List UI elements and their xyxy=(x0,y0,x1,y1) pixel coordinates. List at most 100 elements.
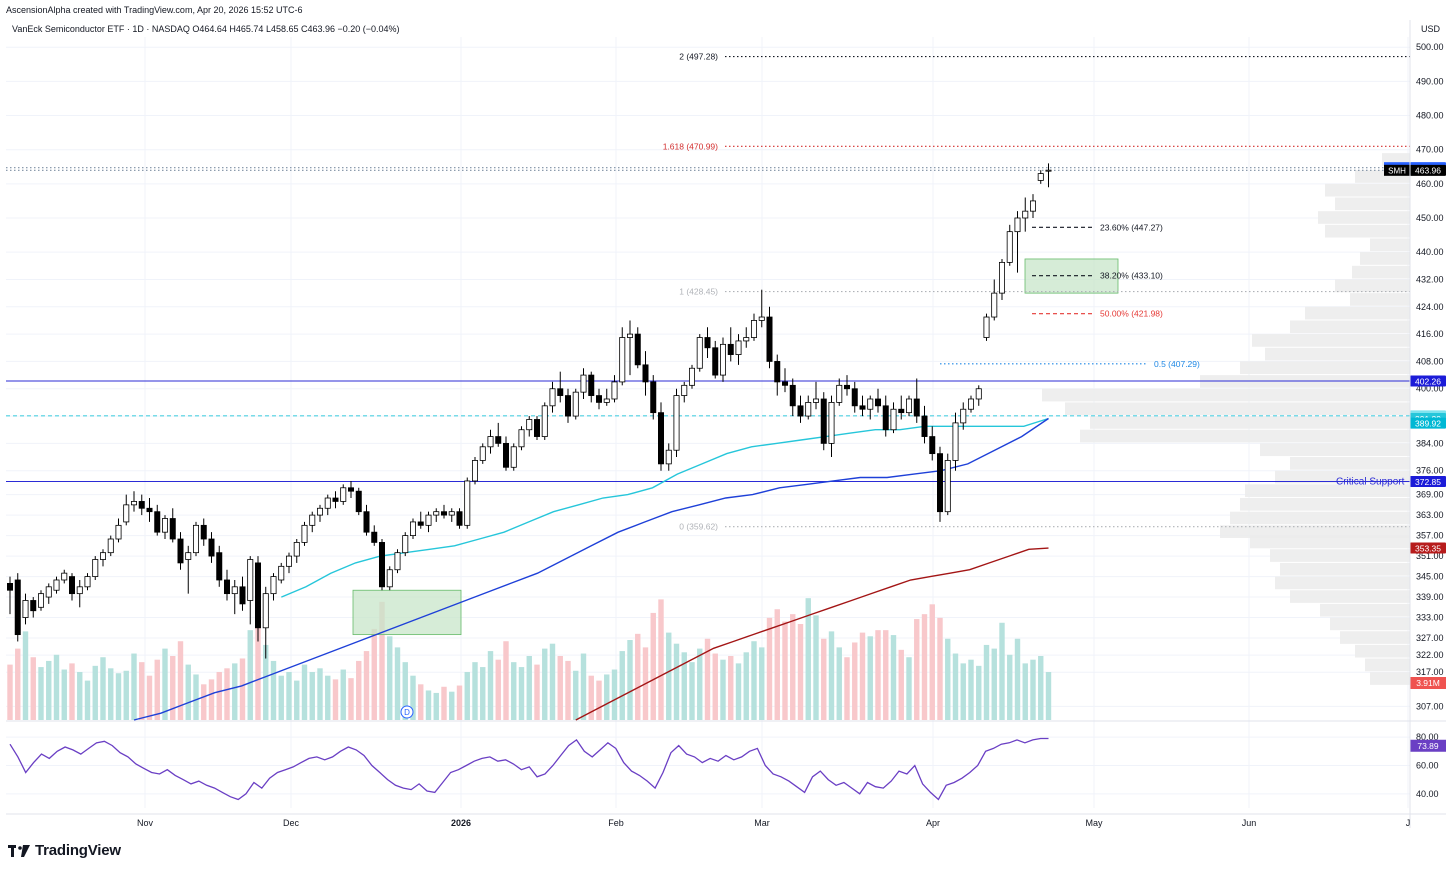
candle[interactable] xyxy=(944,453,951,516)
candle[interactable] xyxy=(704,327,711,359)
candle[interactable] xyxy=(200,518,207,546)
candle[interactable] xyxy=(968,395,975,413)
candle[interactable] xyxy=(611,375,618,403)
candle[interactable] xyxy=(115,518,122,543)
candle[interactable] xyxy=(999,258,1006,300)
candle[interactable] xyxy=(61,569,68,584)
candle[interactable] xyxy=(216,545,223,587)
candle[interactable] xyxy=(921,405,928,444)
candle[interactable] xyxy=(510,443,517,471)
candle[interactable] xyxy=(92,556,99,580)
candle[interactable] xyxy=(859,395,866,417)
price-tag[interactable] xyxy=(1410,475,1446,487)
candle[interactable] xyxy=(479,443,486,464)
candle[interactable] xyxy=(371,525,378,546)
candle[interactable] xyxy=(603,388,610,406)
currency-label[interactable]: USD xyxy=(1420,24,1440,34)
candle[interactable] xyxy=(161,515,168,540)
candle[interactable] xyxy=(689,364,696,389)
volume-tag[interactable] xyxy=(1410,677,1446,689)
candle[interactable] xyxy=(69,573,76,601)
candle[interactable] xyxy=(100,549,107,567)
candle[interactable] xyxy=(681,381,688,403)
candle[interactable] xyxy=(262,586,269,659)
candle[interactable] xyxy=(766,306,773,369)
candle[interactable] xyxy=(456,508,463,529)
candle[interactable] xyxy=(14,573,21,642)
candle[interactable] xyxy=(789,378,796,417)
candle[interactable] xyxy=(363,504,370,536)
candle[interactable] xyxy=(983,313,990,341)
candle[interactable] xyxy=(596,388,603,410)
candle[interactable] xyxy=(223,569,230,601)
candle[interactable] xyxy=(952,412,959,471)
candle[interactable] xyxy=(247,556,254,625)
candle[interactable] xyxy=(309,511,316,533)
candle[interactable] xyxy=(107,535,114,557)
candle[interactable] xyxy=(278,562,285,584)
candle[interactable] xyxy=(642,351,649,396)
candle[interactable] xyxy=(572,388,579,420)
candle[interactable] xyxy=(425,511,432,533)
candle[interactable] xyxy=(347,480,354,499)
candle[interactable] xyxy=(7,576,13,615)
candle[interactable] xyxy=(696,334,703,372)
candle[interactable] xyxy=(502,436,509,471)
candle[interactable] xyxy=(782,368,789,393)
candle[interactable] xyxy=(76,579,83,608)
candle[interactable] xyxy=(588,371,595,403)
candle[interactable] xyxy=(355,487,362,516)
candle[interactable] xyxy=(658,402,665,471)
candle[interactable] xyxy=(727,327,734,362)
price-tag[interactable] xyxy=(1410,375,1446,387)
candle[interactable] xyxy=(495,422,502,447)
candle[interactable] xyxy=(30,597,37,618)
candle[interactable] xyxy=(169,508,176,543)
candle[interactable] xyxy=(898,395,905,420)
candle[interactable] xyxy=(440,504,447,519)
candle[interactable] xyxy=(882,395,889,437)
candle[interactable] xyxy=(541,402,548,440)
candle[interactable] xyxy=(185,545,192,594)
candle[interactable] xyxy=(735,334,742,365)
candle[interactable] xyxy=(177,532,184,570)
candle[interactable] xyxy=(22,593,29,625)
candle[interactable] xyxy=(394,549,401,574)
candle[interactable] xyxy=(138,494,145,516)
candle[interactable] xyxy=(851,381,858,413)
candle[interactable] xyxy=(53,576,60,594)
candle[interactable] xyxy=(324,494,331,516)
candle[interactable] xyxy=(836,378,843,406)
candle[interactable] xyxy=(627,320,634,376)
candle[interactable] xyxy=(84,573,91,591)
candle[interactable] xyxy=(1014,211,1021,273)
candle[interactable] xyxy=(828,395,835,458)
candle[interactable] xyxy=(867,395,874,420)
candle[interactable] xyxy=(208,532,215,563)
candle[interactable] xyxy=(448,508,455,522)
candle[interactable] xyxy=(285,552,292,574)
candle[interactable] xyxy=(844,375,851,396)
candle[interactable] xyxy=(254,556,261,642)
candle[interactable] xyxy=(805,395,812,420)
candle[interactable] xyxy=(619,327,626,386)
candle[interactable] xyxy=(774,354,781,396)
candle[interactable] xyxy=(665,443,672,471)
candle[interactable] xyxy=(890,402,897,434)
candle[interactable] xyxy=(45,583,52,604)
candle[interactable] xyxy=(340,484,347,505)
candle[interactable] xyxy=(130,491,137,512)
candle[interactable] xyxy=(797,395,804,423)
candle[interactable] xyxy=(820,392,827,451)
candle[interactable] xyxy=(534,416,541,440)
rsi-tag[interactable] xyxy=(1410,739,1446,752)
candle[interactable] xyxy=(526,416,533,437)
candle[interactable] xyxy=(433,508,440,522)
candle[interactable] xyxy=(378,539,385,591)
candle[interactable] xyxy=(650,375,657,420)
candle[interactable] xyxy=(960,402,967,430)
candle[interactable] xyxy=(487,429,494,454)
candle[interactable] xyxy=(239,576,246,611)
candle[interactable] xyxy=(1030,194,1037,218)
